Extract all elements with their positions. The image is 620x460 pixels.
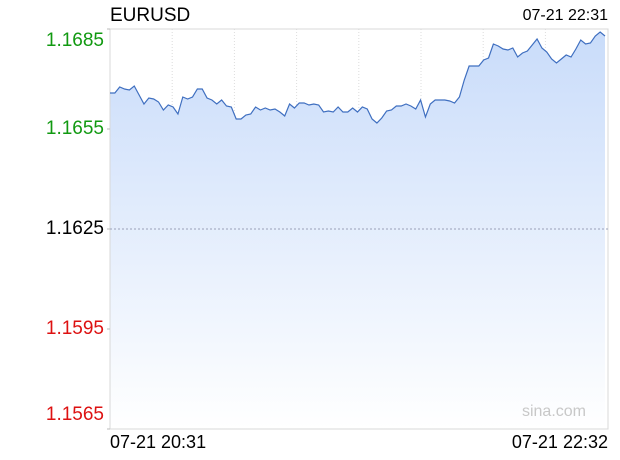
chart-title: EURUSD	[110, 5, 190, 26]
price-line	[110, 31, 606, 124]
y-tick-label: 1.1565	[46, 404, 104, 425]
y-tick-label: 1.1625	[46, 218, 104, 239]
watermark: sina.com	[522, 403, 586, 420]
y-tick-label: 1.1595	[46, 318, 104, 339]
x-tick-label: 07-21 22:32	[512, 432, 608, 452]
y-tick-label: 1.1655	[46, 118, 104, 139]
area	[110, 32, 605, 429]
x-tick-label: 07-21 20:31	[110, 432, 206, 452]
timestamp: 07-21 22:31	[523, 7, 609, 24]
y-tick-label: 1.1685	[46, 30, 104, 51]
